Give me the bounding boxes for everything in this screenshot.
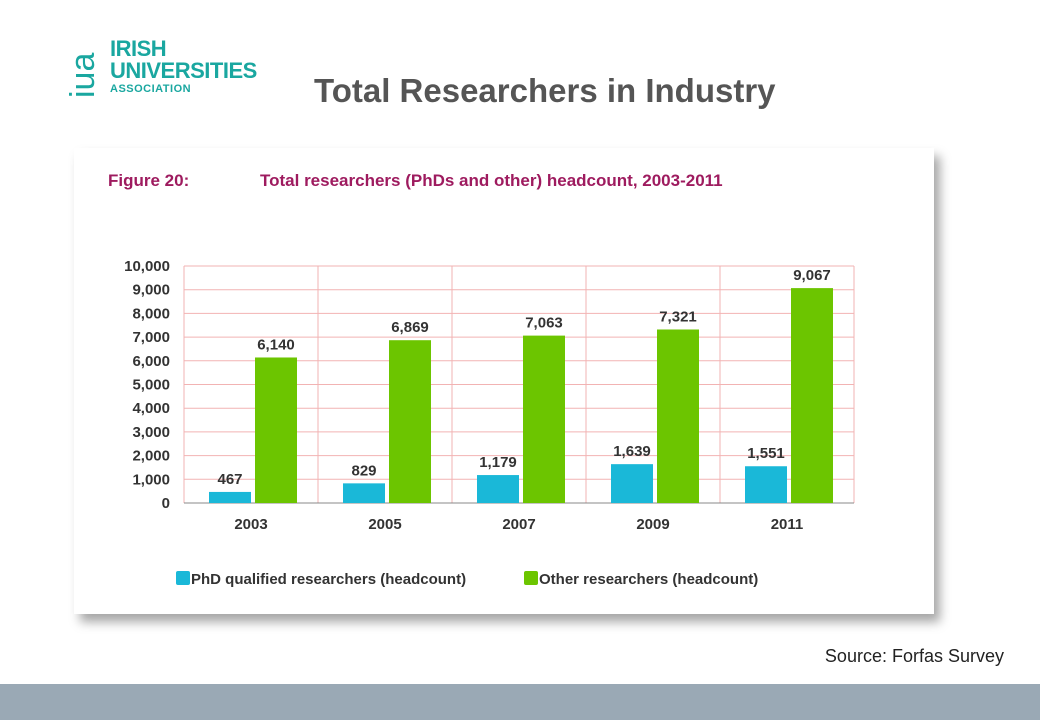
y-tick-label: 8,000: [132, 305, 170, 322]
legend-label-phd: PhD qualified researchers (headcount): [191, 571, 466, 588]
bar-other-2011: [791, 288, 833, 503]
y-tick-label: 3,000: [132, 424, 170, 441]
bar-other-2007: [523, 335, 565, 503]
data-label: 467: [217, 471, 242, 488]
bar-other-2003: [255, 357, 297, 503]
y-tick-label: 9,000: [132, 282, 170, 299]
figure-label: Figure 20:: [108, 171, 189, 190]
bar-phd-2011: [745, 466, 787, 503]
bar-phd-2005: [343, 483, 385, 503]
footer-bar: [0, 684, 1040, 720]
logo-line-3: ASSOCIATION: [110, 83, 192, 95]
figure-title: Total researchers (PhDs and other) headc…: [260, 171, 723, 190]
y-tick-label: 5,000: [132, 377, 170, 394]
svg-text:iua: iua: [64, 53, 102, 98]
data-label: 9,067: [793, 267, 831, 284]
iua-logo-mark: iua: [64, 53, 102, 98]
data-label: 6,869: [391, 319, 429, 336]
legend-label-other: Other researchers (headcount): [539, 571, 758, 588]
legend-swatch-other: [524, 571, 538, 585]
data-label: 7,321: [659, 308, 697, 325]
bar-phd-2007: [477, 475, 519, 503]
x-tick-label: 2003: [234, 516, 267, 533]
y-tick-label: 7,000: [132, 329, 170, 346]
x-tick-label: 2011: [771, 516, 804, 533]
bar-phd-2003: [209, 491, 251, 503]
x-tick-label: 2005: [368, 516, 401, 533]
y-tick-label: 2,000: [132, 448, 170, 465]
logo-line-1: IRISH: [110, 36, 167, 61]
slide-title: Total Researchers in Industry: [314, 72, 776, 109]
data-label: 1,639: [613, 443, 651, 460]
bar-chart: Figure 20: Total researchers (PhDs and ot…: [108, 171, 855, 588]
iua-logo: iua IRISH UNIVERSITIES ASSOCIATION: [58, 38, 278, 102]
source-note: Source: Forfas Survey: [824, 646, 1004, 666]
y-tick-label: 4,000: [132, 400, 170, 417]
x-tick-label: 2007: [502, 516, 535, 533]
y-tick-label: 6,000: [132, 353, 170, 370]
bar-other-2009: [657, 329, 699, 503]
figure-panel: Figure 20: Total researchers (PhDs and ot…: [74, 148, 934, 614]
logo-line-2: UNIVERSITIES: [110, 58, 257, 83]
data-label: 1,179: [479, 454, 517, 471]
bar-other-2005: [389, 340, 431, 503]
x-tick-label: 2009: [636, 516, 669, 533]
data-label: 829: [351, 462, 376, 479]
y-tick-label: 1,000: [132, 471, 170, 488]
y-tick-label: 10,000: [124, 258, 170, 275]
y-tick-label: 0: [162, 495, 170, 512]
data-label: 1,551: [747, 445, 785, 462]
data-label: 6,140: [257, 336, 295, 353]
data-label: 7,063: [525, 315, 563, 332]
legend-swatch-phd: [176, 571, 190, 585]
logo-wordmark: IRISH UNIVERSITIES ASSOCIATION: [110, 38, 257, 95]
bar-phd-2009: [611, 464, 653, 503]
